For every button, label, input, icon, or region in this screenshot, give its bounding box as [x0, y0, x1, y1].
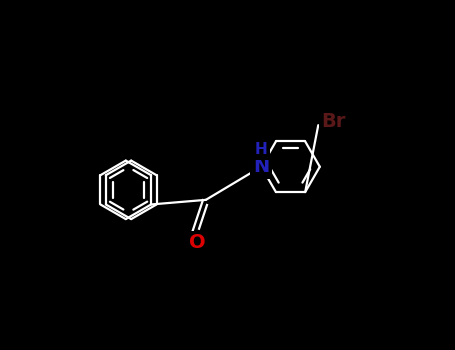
- Text: H: H: [255, 142, 268, 157]
- Text: O: O: [189, 233, 206, 252]
- Text: Br: Br: [322, 112, 346, 131]
- Text: N: N: [253, 157, 269, 176]
